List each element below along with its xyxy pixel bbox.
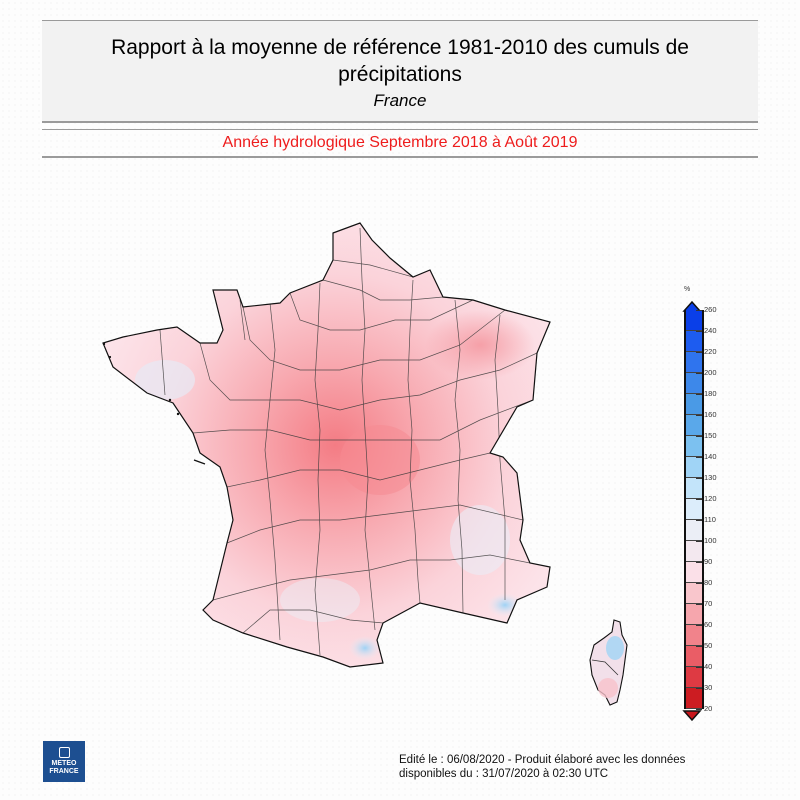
legend-cell xyxy=(686,457,702,478)
title-panel: Rapport à la moyenne de référence 1981-2… xyxy=(42,20,758,123)
legend-tick-label: 60 xyxy=(695,620,713,629)
legend-cell xyxy=(686,436,702,457)
footer-note: Edité le : 06/08/2020 - Produit élaboré … xyxy=(399,753,685,781)
legend-tick-label: 100 xyxy=(696,536,717,545)
legend-tick-label: 40 xyxy=(695,662,713,671)
legend-cell xyxy=(686,352,702,373)
footer-line-2: disponibles du : 31/07/2020 à 02:30 UTC xyxy=(399,768,609,780)
legend-tick-label: 130 xyxy=(696,473,717,482)
logo-line-2: FRANCE xyxy=(49,768,79,775)
legend-tick-label: 220 xyxy=(696,347,717,356)
period-label: Année hydrologique Septembre 2018 à Août… xyxy=(222,134,578,151)
legend-tick-label: 120 xyxy=(696,494,717,503)
legend-tick-label: 180 xyxy=(696,389,717,398)
legend-tick-label: 200 xyxy=(696,368,717,377)
page-title: Rapport à la moyenne de référence 1981-2… xyxy=(111,36,689,86)
legend-cell xyxy=(686,604,702,625)
corsica-inset xyxy=(589,619,628,706)
legend-cell xyxy=(686,415,702,436)
legend-bar xyxy=(684,310,704,709)
region-label: France xyxy=(373,91,427,110)
legend-tick-label: 160 xyxy=(696,410,717,419)
legend-cell xyxy=(686,520,702,541)
logo-line-1: METEO xyxy=(51,760,77,767)
legend-cell xyxy=(686,667,702,688)
logo-icon xyxy=(58,747,70,758)
legend-tick-label: 80 xyxy=(695,578,713,587)
legend-cell xyxy=(686,310,702,331)
legend-cell xyxy=(686,583,702,604)
department-borders xyxy=(159,227,538,656)
legend-cell xyxy=(686,373,702,394)
legend-cell xyxy=(686,562,702,583)
legend-cell xyxy=(686,331,702,352)
legend-unit: % xyxy=(684,286,691,293)
meteo-france-logo: METEO FRANCE xyxy=(43,741,85,782)
legend-tick-label: 110 xyxy=(696,515,716,524)
legend-tick-label: 260 xyxy=(696,305,717,314)
period-panel: Année hydrologique Septembre 2018 à Août… xyxy=(42,129,758,158)
legend-cell xyxy=(686,625,702,646)
legend-cell xyxy=(686,646,702,667)
legend-cell xyxy=(686,394,702,415)
legend-bottom-arrow-icon xyxy=(682,710,702,722)
legend-tick-label: 240 xyxy=(696,326,717,335)
legend-tick-label: 70 xyxy=(695,599,713,608)
mainland xyxy=(102,222,551,668)
legend-cell xyxy=(686,478,702,499)
legend-tick-label: 50 xyxy=(695,641,713,650)
legend-cell xyxy=(686,688,702,709)
legend-tick-label: 150 xyxy=(696,431,717,440)
legend-cell xyxy=(686,541,702,562)
legend-tick-label: 30 xyxy=(695,683,713,692)
legend-tick-label: 90 xyxy=(695,557,713,566)
legend-cell xyxy=(686,499,702,520)
legend-tick-label: 20 xyxy=(695,704,713,713)
footer-line-1: Edité le : 06/08/2020 - Produit élaboré … xyxy=(399,754,686,766)
legend-tick-label: 140 xyxy=(696,452,717,461)
color-legend: % 260 240 220 200 180 160 150 140 130 120 110 100 90… xyxy=(670,282,730,722)
